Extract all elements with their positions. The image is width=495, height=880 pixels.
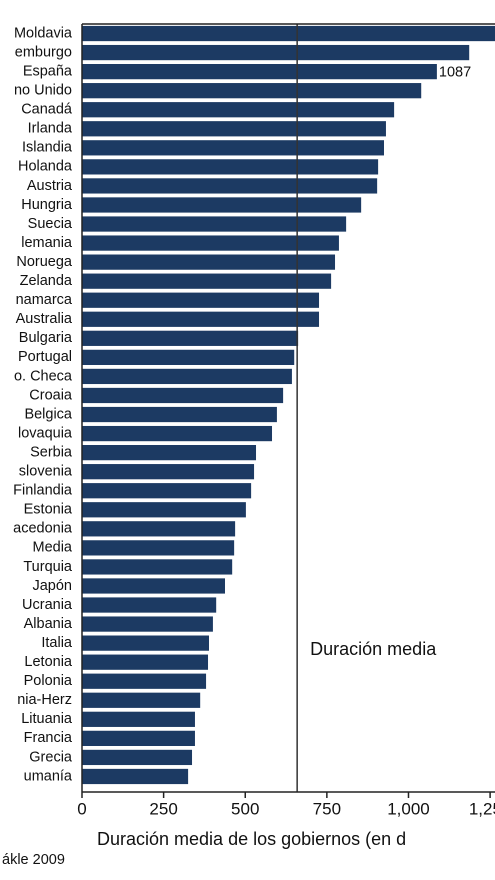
y-tick-label: Lituania: [21, 711, 73, 727]
bar: [82, 311, 320, 327]
bar: [82, 25, 495, 42]
x-tick-label: 1,000: [387, 799, 430, 818]
bar: [82, 730, 195, 746]
x-tick-label: 1,250: [469, 799, 495, 818]
y-tick-label: namarca: [16, 292, 73, 308]
bar: [82, 197, 362, 213]
bar: [82, 406, 277, 423]
bar: [82, 635, 210, 651]
y-tick-label: Moldavia: [14, 25, 73, 41]
y-tick-label: Media: [33, 540, 73, 556]
bar: [82, 768, 189, 785]
y-tick-label: Francia: [24, 730, 73, 746]
bar: [82, 159, 379, 175]
bar: [82, 140, 384, 156]
y-tick-label: Holanda: [18, 159, 73, 175]
bar: [82, 121, 386, 137]
bar: [82, 44, 470, 61]
bar: [82, 102, 395, 118]
y-tick-label: Hungria: [21, 197, 73, 213]
y-tick-label: Estonia: [24, 502, 73, 518]
bar: [82, 445, 257, 461]
bar: [82, 654, 209, 670]
y-tick-label: lemania: [21, 235, 73, 251]
bar: [82, 502, 246, 518]
y-tick-label: Italia: [41, 635, 73, 651]
bar: [82, 464, 255, 480]
bar: [82, 349, 295, 365]
x-tick-label: 750: [313, 799, 341, 818]
bar: [82, 64, 437, 80]
y-tick-label: Serbia: [30, 444, 73, 460]
bar: [82, 387, 284, 404]
y-tick-label: Albania: [24, 616, 73, 632]
bar: [82, 235, 339, 251]
y-tick-label: Ucrania: [22, 597, 73, 613]
y-tick-label: o. Checa: [14, 368, 73, 384]
bar: [82, 483, 252, 499]
y-tick-label: Suecia: [28, 216, 73, 232]
y-tick-label: lovaquia: [18, 425, 73, 441]
y-tick-label: Canadá: [21, 102, 73, 118]
data-label: 1087: [439, 64, 471, 80]
y-tick-label: emburgo: [15, 44, 72, 60]
y-tick-label: acedonia: [13, 521, 73, 537]
bar: [82, 559, 233, 575]
x-tick-label: 0: [77, 799, 86, 818]
y-tick-label: España: [23, 63, 73, 79]
x-axis-label: Duración media de los gobiernos (en d: [97, 829, 406, 849]
bar: [82, 711, 195, 727]
bar: [82, 616, 213, 632]
y-tick-label: Austria: [27, 178, 73, 194]
y-tick-label: Irlanda: [28, 121, 73, 137]
bar: [82, 216, 347, 232]
bar: [82, 749, 193, 766]
y-tick-label: Grecia: [29, 749, 73, 765]
bar: [82, 330, 299, 346]
y-tick-label: Bulgaria: [19, 330, 73, 346]
y-tick-label: umanía: [24, 768, 73, 784]
y-tick-label: Croaia: [29, 387, 73, 403]
y-tick-label: Portugal: [18, 349, 72, 365]
source: ákle 2009: [2, 852, 65, 868]
bar: [82, 425, 273, 442]
bar: [82, 673, 207, 689]
bar: [82, 578, 225, 594]
bar: [82, 178, 378, 194]
y-tick-label: Zelanda: [20, 273, 73, 289]
y-tick-label: Islandia: [22, 140, 73, 156]
y-tick-label: Belgica: [24, 406, 72, 422]
x-tick-label: 250: [149, 799, 177, 818]
y-tick-label: slovenia: [19, 464, 73, 480]
y-tick-label: no Unido: [14, 83, 72, 99]
bar: [82, 692, 201, 708]
bar: [82, 540, 235, 556]
y-tick-label: Noruega: [16, 254, 73, 270]
y-tick-label: Turquia: [23, 559, 73, 575]
bar: [82, 292, 320, 308]
y-tick-label: Australia: [16, 311, 73, 327]
y-tick-label: Japón: [32, 578, 72, 594]
y-tick-label: Letonia: [24, 654, 73, 670]
bar: [82, 521, 236, 537]
y-tick-label: Finlandia: [13, 483, 73, 499]
reference-label: Duración media: [310, 639, 437, 659]
bar: [82, 273, 332, 289]
bar: [82, 254, 336, 270]
x-tick-label: 500: [231, 799, 259, 818]
bar: [82, 368, 292, 385]
y-tick-label: nia-Herz: [17, 692, 72, 708]
bar: [82, 83, 422, 99]
y-tick-label: Polonia: [24, 673, 73, 689]
bar: [82, 597, 217, 613]
